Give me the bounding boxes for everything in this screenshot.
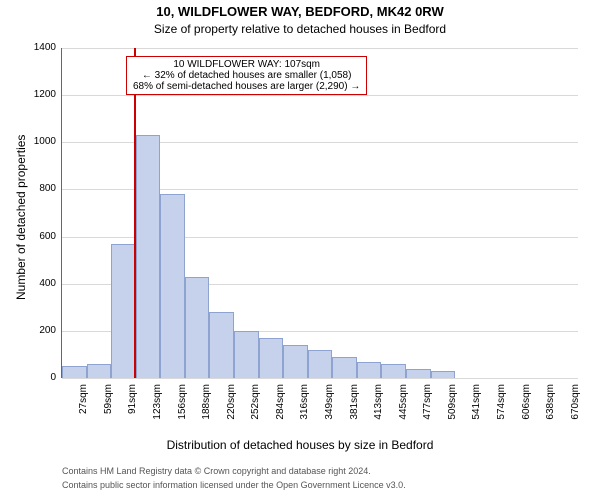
- annotation-line-2: ← 32% of detached houses are smaller (1,…: [133, 70, 360, 81]
- xtick-label: 316sqm: [299, 384, 310, 424]
- ytick-label: 1400: [22, 42, 56, 53]
- ytick-label: 200: [22, 325, 56, 336]
- histogram-bar: [62, 366, 87, 378]
- xtick-label: 220sqm: [226, 384, 237, 424]
- xtick-label: 284sqm: [275, 384, 286, 424]
- histogram-bar: [381, 364, 406, 378]
- xtick-label: 123sqm: [152, 384, 163, 424]
- histogram-bar: [357, 362, 382, 379]
- gridline: [62, 378, 578, 379]
- histogram-bar: [406, 369, 431, 378]
- footer-line-2: Contains public sector information licen…: [62, 480, 406, 490]
- annotation-line-1: 10 WILDFLOWER WAY: 107sqm: [133, 59, 360, 70]
- x-axis-label: Distribution of detached houses by size …: [0, 438, 600, 452]
- annotation-line-3: 68% of semi-detached houses are larger (…: [133, 81, 360, 92]
- xtick-label: 670sqm: [570, 384, 581, 424]
- histogram-bar: [431, 371, 456, 378]
- annotation-box: 10 WILDFLOWER WAY: 107sqm ← 32% of detac…: [126, 56, 367, 95]
- histogram-bar: [259, 338, 284, 378]
- xtick-label: 349sqm: [324, 384, 335, 424]
- ytick-label: 0: [22, 372, 56, 383]
- y-axis-label: Number of detached properties: [14, 135, 28, 300]
- ytick-label: 400: [22, 278, 56, 289]
- histogram-bar: [234, 331, 259, 378]
- ytick-label: 1000: [22, 136, 56, 147]
- xtick-label: 509sqm: [447, 384, 458, 424]
- gridline: [62, 95, 578, 96]
- xtick-label: 541sqm: [471, 384, 482, 424]
- xtick-label: 59sqm: [103, 384, 114, 424]
- histogram-bar: [87, 364, 112, 378]
- histogram-bar: [111, 244, 136, 378]
- marker-line: [134, 48, 136, 378]
- xtick-label: 91sqm: [127, 384, 138, 424]
- gridline: [62, 48, 578, 49]
- xtick-label: 413sqm: [373, 384, 384, 424]
- histogram-bar: [160, 194, 185, 378]
- chart-title: 10, WILDFLOWER WAY, BEDFORD, MK42 0RW: [0, 4, 600, 19]
- chart-subtitle: Size of property relative to detached ho…: [0, 22, 600, 36]
- plot-area: [62, 48, 578, 378]
- xtick-label: 638sqm: [545, 384, 556, 424]
- xtick-label: 381sqm: [349, 384, 360, 424]
- xtick-label: 188sqm: [201, 384, 212, 424]
- xtick-label: 574sqm: [496, 384, 507, 424]
- xtick-label: 477sqm: [422, 384, 433, 424]
- y-axis-line: [61, 48, 62, 378]
- histogram-bar: [185, 277, 210, 378]
- xtick-label: 27sqm: [78, 384, 89, 424]
- chart-container: 10, WILDFLOWER WAY, BEDFORD, MK42 0RW Si…: [0, 0, 600, 500]
- footer-line-1: Contains HM Land Registry data © Crown c…: [62, 466, 371, 476]
- xtick-label: 252sqm: [250, 384, 261, 424]
- ytick-label: 800: [22, 183, 56, 194]
- histogram-bar: [332, 357, 357, 378]
- xtick-label: 156sqm: [177, 384, 188, 424]
- xtick-label: 445sqm: [398, 384, 409, 424]
- histogram-bar: [283, 345, 308, 378]
- histogram-bar: [209, 312, 234, 378]
- ytick-label: 1200: [22, 89, 56, 100]
- ytick-label: 600: [22, 231, 56, 242]
- histogram-bar: [136, 135, 161, 378]
- xtick-label: 606sqm: [521, 384, 532, 424]
- histogram-bar: [308, 350, 333, 378]
